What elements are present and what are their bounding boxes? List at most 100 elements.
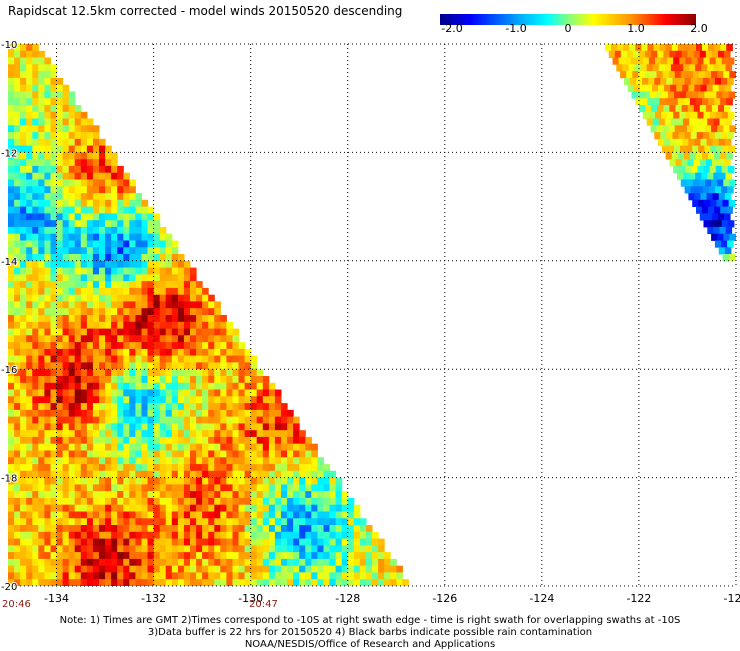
heat-cell xyxy=(714,240,722,248)
heat-cell xyxy=(141,213,149,221)
heat-cell xyxy=(202,335,209,343)
heat-cell xyxy=(111,464,118,472)
heat-cell xyxy=(214,470,221,478)
heat-cell xyxy=(165,443,173,451)
heat-cell xyxy=(50,457,58,465)
heat-cell xyxy=(232,457,240,465)
heat-cell xyxy=(147,538,155,546)
heat-cell xyxy=(684,132,692,140)
heat-cell xyxy=(20,436,27,445)
heat-cell xyxy=(196,328,203,336)
heat-cell xyxy=(686,71,694,79)
heat-cell xyxy=(86,308,94,316)
heat-cell xyxy=(250,491,258,499)
heat-cell xyxy=(74,111,82,119)
heat-cell xyxy=(26,152,33,160)
heat-cell xyxy=(250,565,258,573)
heat-cell xyxy=(183,491,191,499)
heat-cell xyxy=(20,321,27,329)
heat-cell xyxy=(8,565,15,573)
heat-cell xyxy=(274,484,282,492)
heat-cell xyxy=(281,518,288,526)
heat-cell xyxy=(706,193,714,201)
heat-cell xyxy=(317,545,324,553)
heat-cell xyxy=(14,226,21,235)
heat-cell xyxy=(335,504,343,512)
heat-cell xyxy=(183,335,191,343)
heat-cell xyxy=(8,138,15,146)
heat-cell xyxy=(660,77,667,86)
heat-cell xyxy=(653,98,661,106)
heat-cell xyxy=(74,491,82,499)
heat-cell xyxy=(329,504,337,512)
heat-cell xyxy=(226,403,233,411)
heat-cell xyxy=(692,71,700,79)
heat-cell xyxy=(105,470,112,478)
heat-cell xyxy=(68,226,76,235)
heat-cell xyxy=(80,193,88,201)
heat-cell xyxy=(165,572,173,580)
heat-cell xyxy=(177,416,185,424)
heat-cell xyxy=(692,145,699,153)
heat-cell xyxy=(56,342,64,350)
heat-cell xyxy=(317,484,324,492)
heat-cell xyxy=(141,267,149,275)
heat-cell xyxy=(44,77,51,86)
heat-cell xyxy=(232,450,240,458)
heat-cell xyxy=(196,396,203,404)
heat-cell xyxy=(50,226,58,235)
heat-cell xyxy=(26,98,33,106)
heat-cell xyxy=(62,159,70,167)
heat-cell xyxy=(105,260,112,268)
heat-cell xyxy=(129,281,136,289)
heat-cell xyxy=(635,44,642,52)
heat-cell xyxy=(232,416,240,424)
heat-cell xyxy=(135,321,142,329)
heat-cell xyxy=(165,430,173,438)
heat-cell xyxy=(214,579,221,587)
heat-cell xyxy=(250,436,258,445)
heat-cell xyxy=(171,450,179,458)
heat-cell xyxy=(250,416,258,424)
heat-cell xyxy=(702,77,710,86)
heat-cell xyxy=(177,403,185,411)
heat-cell xyxy=(68,321,76,329)
heat-cell xyxy=(159,308,167,316)
heat-cell xyxy=(8,118,15,126)
heat-cell xyxy=(183,416,191,424)
heat-cell xyxy=(214,409,221,418)
heat-cell xyxy=(147,552,155,560)
heat-cell xyxy=(20,159,27,167)
heat-cell xyxy=(117,423,124,431)
heat-cell xyxy=(287,579,294,587)
heat-cell xyxy=(153,572,161,580)
heat-cell xyxy=(183,464,191,472)
heat-cell xyxy=(38,531,45,539)
heat-cell xyxy=(329,572,337,580)
heat-cell xyxy=(347,545,355,553)
heat-cell xyxy=(250,504,258,512)
heat-cell xyxy=(335,477,343,485)
heat-cell xyxy=(135,193,142,201)
heat-cell xyxy=(724,50,731,58)
heat-cell xyxy=(153,450,161,458)
heat-cell xyxy=(220,436,227,445)
heat-cell xyxy=(14,281,21,289)
heat-cell xyxy=(183,287,191,296)
heat-cell xyxy=(359,572,367,580)
heat-cell xyxy=(20,233,27,241)
heat-cell xyxy=(183,531,191,539)
heat-cell xyxy=(92,450,100,458)
heat-cell xyxy=(99,430,106,438)
heat-cell xyxy=(20,105,27,113)
heat-cell xyxy=(281,558,288,567)
heat-cell xyxy=(183,409,191,418)
heat-cell xyxy=(669,50,676,58)
heat-cell xyxy=(287,565,294,573)
heat-cell xyxy=(44,199,51,207)
heat-cell xyxy=(8,308,15,316)
heat-cell xyxy=(32,84,39,92)
heat-cell xyxy=(226,477,233,485)
heat-cell xyxy=(646,64,654,72)
heat-cell xyxy=(214,464,221,472)
